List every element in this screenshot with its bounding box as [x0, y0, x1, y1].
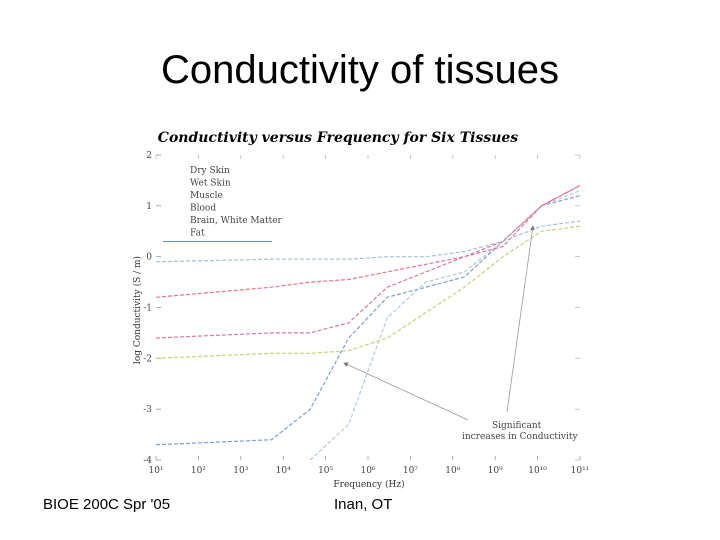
y-tick-label: -4	[143, 456, 152, 466]
series-line	[155, 225, 581, 359]
x-axis-label: Frequency (Hz)	[333, 479, 404, 490]
series-line	[155, 184, 581, 298]
x-tick-label: 10⁵	[318, 466, 333, 476]
slide-title: Conductivity of tissues	[161, 48, 559, 92]
annotation-arrow-left	[343, 362, 469, 421]
x-tick-label: 10⁶	[360, 466, 375, 476]
x-tick-label: 10⁴	[276, 466, 291, 476]
series-line	[155, 184, 581, 339]
legend-entry: Wet Skin	[190, 179, 231, 189]
x-tick-label: 10¹¹	[571, 466, 590, 476]
x-tick-label: 10¹⁰	[528, 466, 547, 476]
chart-legend: Dry Skin Wet Skin Muscle Blood Brain, White …	[163, 166, 283, 242]
x-tick-label: 10¹	[148, 466, 163, 476]
chart-title: Conductivity versus Frequency for Six Ti…	[158, 130, 519, 146]
y-tick-label: -2	[143, 354, 152, 364]
x-tick-label: 10⁸	[445, 466, 460, 476]
y-tick-label: 0	[146, 253, 152, 263]
annotation-arrow-right	[506, 225, 535, 413]
series-line	[155, 195, 581, 446]
x-tick-label: 10²	[191, 466, 206, 476]
legend-entry: Muscle	[190, 191, 223, 201]
x-tick-label: 10⁹	[488, 466, 503, 476]
y-tick-label: 1	[146, 202, 152, 212]
x-tick-label: 10⁷	[403, 466, 418, 476]
y-axis-label: log Conductivity (S / m)	[132, 256, 143, 364]
legend-entry: Blood	[190, 204, 216, 214]
legend-entry: Fat	[190, 229, 205, 239]
series-line	[309, 190, 581, 461]
y-tick-label: -3	[143, 405, 152, 415]
chart-axes: 10¹ 10² 10³ 10⁴ 10⁵ 10⁶ 10⁷ 10⁸ 10⁹ 10¹⁰ 10¹¹ 2 1 0 -1…	[143, 151, 589, 476]
legend-entry: Dry Skin	[190, 166, 230, 176]
annotation-text: increases in Conductivity	[462, 432, 578, 442]
y-tick-label: 2	[146, 151, 152, 161]
footer-course: BIOE 200C Spr '05	[43, 496, 171, 513]
legend-entry: Brain, White Matter	[190, 216, 283, 226]
series-line	[155, 220, 581, 263]
chart-series	[155, 184, 581, 461]
footer-author: Inan, OT	[334, 496, 393, 513]
x-tick-label: 10³	[233, 466, 248, 476]
y-tick-label: -1	[143, 304, 152, 314]
annotation-text: Significant	[492, 421, 542, 431]
